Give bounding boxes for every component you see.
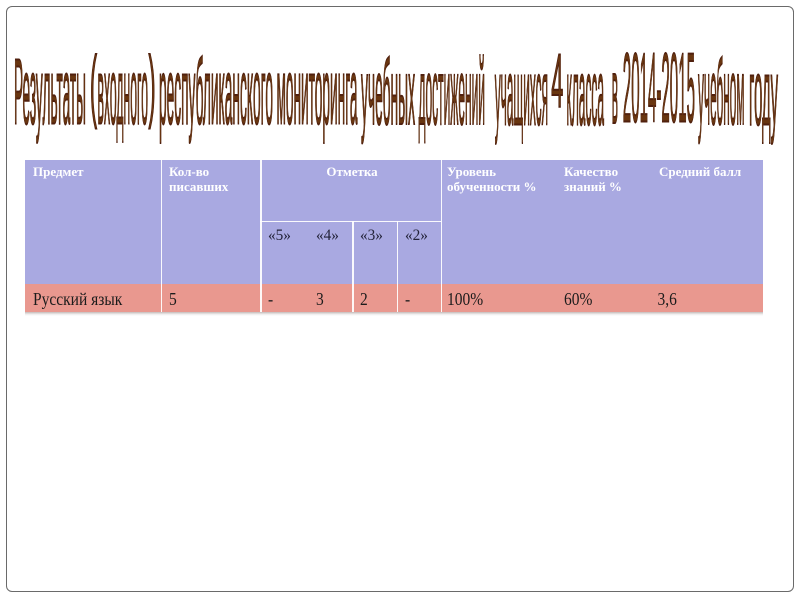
svg-text:(: ( <box>90 40 97 129</box>
svg-text:году: году <box>749 41 778 145</box>
svg-text:2014-2015: 2014-2015 <box>623 33 695 143</box>
svg-text:республиканского: республиканского <box>159 40 273 144</box>
svg-text:): ) <box>149 40 156 129</box>
svg-text:входного: входного <box>98 40 149 144</box>
svg-text:мониторинга: мониторинга <box>277 40 358 144</box>
svg-text:в: в <box>612 39 618 143</box>
svg-text:Результаты: Результаты <box>14 40 86 144</box>
svg-text:класса: класса <box>567 41 605 145</box>
svg-text:учащихся: учащихся <box>495 41 548 145</box>
svg-text:достижений: достижений <box>419 40 486 144</box>
svg-text:учебных: учебных <box>361 40 415 144</box>
svg-text:4: 4 <box>551 39 563 124</box>
svg-text:учебном: учебном <box>698 40 745 144</box>
